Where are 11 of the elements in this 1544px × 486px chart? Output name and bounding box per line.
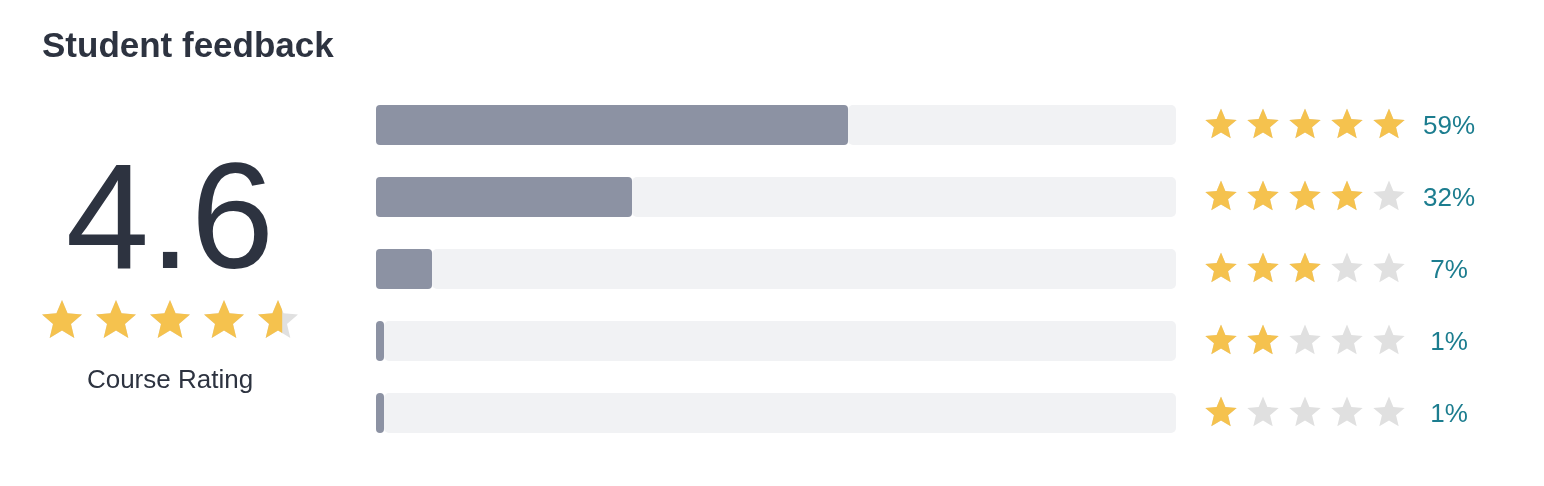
- text: Course Rating: [86, 364, 254, 394]
- data-label: 1%: [1430, 397, 1468, 428]
- chart-title: Student feedback: [42, 25, 335, 64]
- data-label: 1%: [1430, 325, 1468, 356]
- bar: [376, 320, 384, 362]
- bar: [376, 248, 432, 290]
- bar: [376, 392, 384, 433]
- data-label: 59%: [1422, 110, 1476, 141]
- text: 4.6: [65, 132, 275, 300]
- data-label: 7%: [1430, 254, 1468, 284]
- data-label: 32%: [1422, 182, 1476, 213]
